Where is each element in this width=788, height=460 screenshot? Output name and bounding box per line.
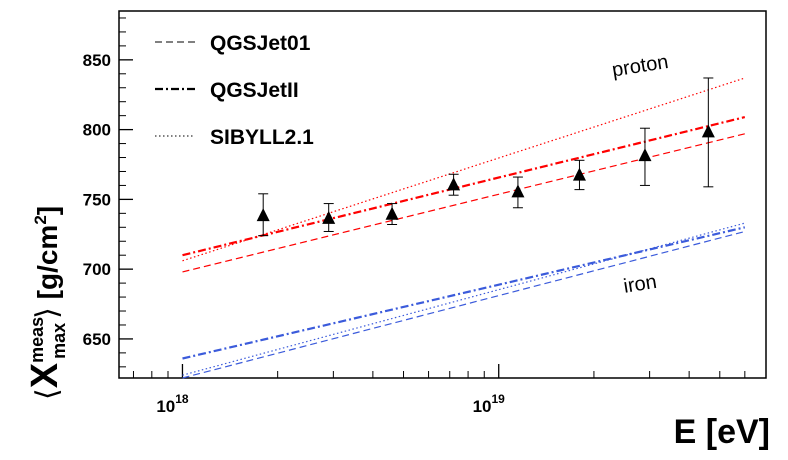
axis-ticks: 650 700 750 800 850 1018 1019 bbox=[83, 17, 767, 416]
line-qgsjet01-proton bbox=[182, 133, 745, 273]
annotation-proton: proton bbox=[610, 51, 669, 82]
x-tick-label: 1018 bbox=[156, 392, 189, 416]
line-qgsjetii-iron bbox=[182, 226, 746, 360]
line-sibyll2-1-iron bbox=[182, 222, 745, 376]
legend-label: QGSJetII bbox=[210, 79, 299, 102]
measurement-points bbox=[256, 77, 715, 237]
y-tick-label: 800 bbox=[83, 121, 111, 140]
y-axis-title: ⟨Xmeas max⟩ [g/cm2] bbox=[24, 206, 69, 400]
legend-label: QGSJet01 bbox=[210, 32, 311, 55]
line-qgsjetii-proton bbox=[182, 116, 746, 257]
axis-labels: E [eV] ⟨Xmeas max⟩ [g/cm2] bbox=[24, 206, 770, 451]
legend: QGSJet01 QGSJetII SIBYLL2.1 bbox=[155, 32, 314, 149]
data-point-triangle bbox=[322, 210, 336, 224]
y-tick-label: 850 bbox=[83, 51, 111, 70]
model-lines bbox=[182, 77, 746, 379]
y-tick-label: 700 bbox=[83, 260, 111, 279]
y-tick-label: 750 bbox=[83, 190, 111, 209]
y-tick-label: 650 bbox=[83, 330, 111, 349]
x-axis-title: E [eV] bbox=[674, 413, 770, 451]
annotations: proton iron bbox=[610, 51, 669, 298]
line-qgsjet01-iron bbox=[182, 230, 745, 379]
data-point-triangle bbox=[701, 124, 715, 138]
data-point-triangle bbox=[447, 177, 461, 191]
line-sibyll2-1-proton bbox=[182, 77, 745, 262]
data-point-triangle bbox=[256, 208, 270, 222]
legend-label: SIBYLL2.1 bbox=[210, 126, 314, 149]
plot-frame bbox=[118, 10, 767, 379]
data-point-triangle bbox=[638, 148, 652, 162]
x-tick-label: 1019 bbox=[473, 392, 506, 416]
data-point-triangle bbox=[385, 206, 399, 220]
annotation-iron: iron bbox=[622, 271, 658, 298]
data-point-triangle bbox=[511, 184, 525, 198]
data-point-triangle bbox=[572, 167, 586, 181]
